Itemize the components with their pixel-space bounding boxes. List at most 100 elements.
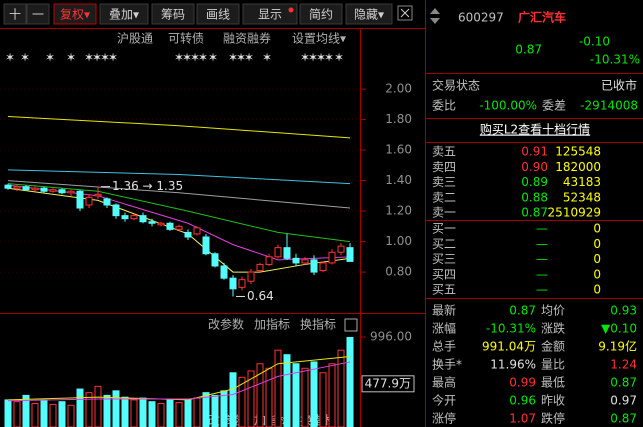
candle-body	[4, 184, 12, 189]
toolbar-label[interactable]: 隐藏▾	[354, 8, 384, 22]
candle-body	[85, 196, 93, 206]
toolbar-button[interactable]	[242, 3, 298, 25]
moving-average	[7, 183, 351, 243]
event-icon: ✶	[92, 51, 102, 65]
candle-body	[76, 190, 84, 209]
volume-bar	[166, 399, 174, 427]
volume-bar	[202, 392, 210, 427]
y-tick-label: 996.00	[370, 330, 412, 344]
volume-bar	[301, 367, 309, 427]
l2-link[interactable]: 购买L2查看十档行情	[480, 122, 590, 137]
toolbar-label[interactable]: 叠加▾	[109, 8, 139, 22]
toolbar-label[interactable]: 简约	[309, 7, 333, 22]
stat-label: 均价	[541, 304, 565, 318]
toolbar-label[interactable]: 画线	[206, 8, 230, 22]
event-icon: ✶	[20, 51, 30, 65]
stat-label: 总手	[432, 340, 456, 354]
stat-label: 今开	[432, 393, 456, 408]
stat-label: 涨停	[432, 411, 456, 426]
order-ratio-value: -2914008	[580, 99, 638, 113]
candle-body	[292, 257, 300, 264]
stat-value: ▼0.10	[601, 322, 637, 336]
toolbar-label[interactable]: 一	[32, 8, 44, 22]
order-ratio-label: 委比	[432, 99, 456, 113]
event-icon: ✶	[100, 51, 110, 65]
candle-body	[310, 259, 318, 273]
order-ratio-label: 委差	[542, 99, 566, 113]
toolbar-button[interactable]	[345, 3, 393, 25]
toolbar-button[interactable]	[151, 3, 195, 25]
candle-body	[139, 215, 147, 223]
chart-menu[interactable]: 沪股通	[117, 32, 153, 46]
chart-menu[interactable]: 融资融券	[223, 31, 271, 46]
candle-body	[31, 187, 39, 191]
candle-body	[22, 186, 30, 191]
chart-menu[interactable]: 可转债	[168, 31, 204, 46]
toolbar-button[interactable]	[299, 3, 343, 25]
event-icon: ✶	[228, 51, 238, 65]
status-label: 交易状态	[432, 78, 480, 93]
volume-bar	[319, 372, 327, 427]
volume-average	[7, 356, 351, 401]
stat-label: 涨跌	[541, 321, 565, 336]
event-icon: ✶	[108, 51, 118, 65]
book-price: 0.87	[521, 206, 548, 220]
indicator-menu[interactable]: 换指标	[300, 317, 336, 332]
toolbar-label[interactable]: 显示	[258, 8, 282, 22]
book-level: 买二	[432, 237, 456, 251]
chart-menu[interactable]: 设置均线▾	[292, 32, 346, 46]
volume-bar	[283, 354, 291, 427]
book-volume: 0	[593, 283, 601, 297]
stat-value: 1.07	[509, 412, 536, 426]
volume-bar	[337, 349, 345, 427]
indicator-menu[interactable]: 加指标	[254, 317, 290, 332]
toolbar-label[interactable]: 筹码	[161, 8, 185, 22]
toolbar-button[interactable]	[196, 3, 240, 25]
volume-bar	[139, 397, 147, 427]
candle-body	[166, 222, 174, 230]
stat-value: 1.24	[610, 358, 637, 372]
value-marker-label: 477.9万	[365, 376, 411, 390]
book-volume: 0	[593, 267, 601, 281]
indicator-menu[interactable]: 换指标	[300, 413, 336, 427]
candle-body	[220, 265, 228, 279]
volume-bar	[121, 396, 129, 427]
candle-body	[346, 247, 354, 262]
switch-icon[interactable]	[430, 8, 440, 24]
stat-label: 最高	[432, 375, 456, 390]
toolbar-button[interactable]	[3, 3, 27, 25]
toolbar-button[interactable]	[99, 3, 149, 25]
toolbar-label[interactable]: 复权▾	[60, 8, 90, 22]
toolbar-button[interactable]	[53, 3, 97, 25]
candle-body	[103, 198, 111, 206]
book-price: 0.90	[521, 160, 548, 174]
volume-bar	[40, 399, 48, 427]
y-tick-label: 1.20	[385, 204, 412, 218]
toolbar-label[interactable]: 十	[9, 8, 21, 22]
volume-bar	[94, 385, 102, 427]
stat-label: 最新	[432, 303, 456, 318]
event-icon: ✶	[334, 51, 344, 65]
close-box[interactable]	[344, 318, 358, 332]
close-icon[interactable]	[400, 8, 410, 18]
event-icon: ✶	[300, 51, 310, 65]
stat-value: 0.97	[610, 394, 637, 408]
stat-value: 9.19亿	[598, 339, 637, 354]
event-icon: ✶	[316, 51, 326, 65]
volume-bar	[328, 363, 336, 427]
event-icon: ✶	[244, 51, 254, 65]
event-icon: ✶	[208, 51, 218, 65]
stat-label: 跌停	[541, 411, 565, 426]
candle-body	[211, 253, 219, 267]
stat-label: 昨收	[541, 394, 565, 408]
toolbar-button[interactable]	[26, 3, 50, 25]
volume-bar	[157, 403, 165, 427]
y-tick-label: 1.80	[385, 112, 412, 126]
float-icon[interactable]	[397, 5, 413, 21]
candle-body	[67, 190, 75, 194]
book-level: 买三	[432, 252, 456, 266]
book-volume: 52348	[563, 190, 601, 204]
indicator-menu[interactable]: 改参数	[208, 317, 244, 332]
